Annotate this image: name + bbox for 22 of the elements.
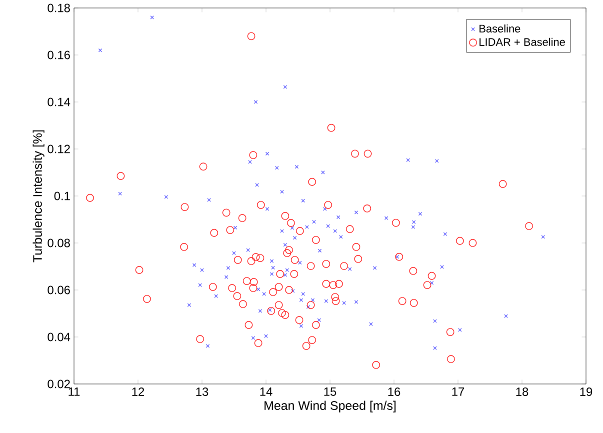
x-tick-label: 18 xyxy=(516,388,528,396)
x-tick-label: 14 xyxy=(260,388,272,396)
x-axis-title: Mean Wind Speed [m/s] xyxy=(264,400,396,412)
x-tick-label: 15 xyxy=(324,388,336,396)
x-tick-label: 16 xyxy=(388,388,400,396)
y-tick-label: 0.08 xyxy=(48,238,70,248)
x-tick-label: 11 xyxy=(68,388,80,396)
y-tick-label: 0.16 xyxy=(48,50,70,60)
legend-label: Baseline xyxy=(480,24,520,33)
y-tick-label: 0.06 xyxy=(48,286,70,294)
y-tick-label: 0.02 xyxy=(48,380,70,388)
y-axis-title: Turbulence Intensity [%] xyxy=(32,130,44,262)
legend-label: LIDAR + Baseline xyxy=(480,38,565,46)
y-tick-label: 0.14 xyxy=(48,98,70,106)
y-tick-label: 0.04 xyxy=(48,332,70,342)
x-tick-label: 12 xyxy=(132,388,144,396)
x-tick-label: 19 xyxy=(580,388,592,396)
y-tick-label: 0.1 xyxy=(54,192,70,200)
x-tick-label: 13 xyxy=(196,388,208,396)
x-tick-label: 17 xyxy=(452,388,464,396)
y-tick-label: 0.18 xyxy=(48,4,70,12)
y-tick-label: 0.12 xyxy=(48,144,70,154)
